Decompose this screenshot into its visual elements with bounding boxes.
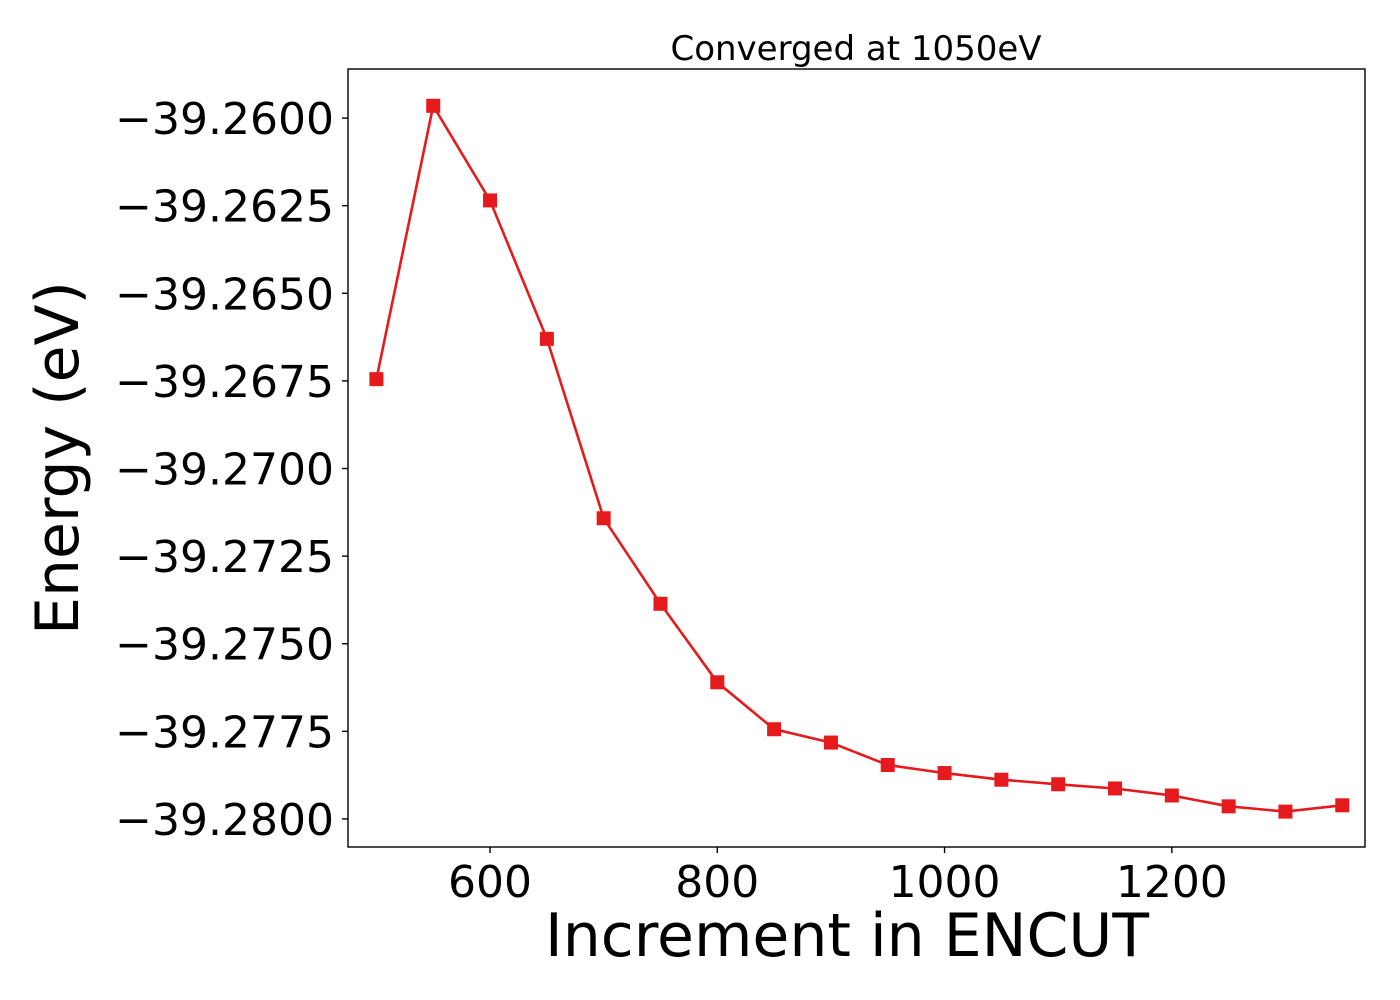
y-tick-label: −39.2650 (115, 269, 334, 320)
data-point (1051, 777, 1066, 792)
x-axis: 600 800 1000 1200 (448, 847, 1228, 908)
x-axis-label: Increment in ENCUT (545, 901, 1149, 971)
y-tick-label: −39.2800 (115, 795, 334, 846)
data-point (1278, 804, 1293, 819)
series-line (375, 102, 1343, 813)
data-point (653, 596, 668, 611)
y-tick-label: −39.2750 (115, 620, 334, 671)
data-point (1335, 798, 1350, 813)
data-point (596, 511, 611, 526)
x-tick-label: 800 (675, 857, 759, 908)
data-point (483, 193, 498, 208)
y-tick-label: −39.2675 (115, 357, 334, 408)
data-point (539, 331, 554, 346)
y-tick-label: −39.2700 (115, 445, 334, 496)
data-point (369, 372, 384, 387)
data-point (1164, 788, 1179, 803)
y-axis-label: Energy (eV) (23, 281, 93, 635)
data-point (880, 757, 895, 772)
y-tick-label: −39.2600 (115, 94, 334, 145)
x-tick-label: 1000 (889, 857, 1001, 908)
y-tick-label: −39.2775 (115, 707, 334, 758)
data-point (823, 735, 838, 750)
x-tick-label: 600 (448, 857, 532, 908)
y-axis: −39.2600 −39.2625 −39.2650 −39.2675 −39.2700… (115, 94, 348, 846)
data-point (994, 772, 1009, 787)
y-tick-label: −39.2625 (115, 182, 334, 233)
data-point (1221, 799, 1236, 814)
data-point (767, 722, 782, 737)
chart-title: Converged at 1050eV (670, 29, 1041, 69)
data-point (710, 675, 725, 690)
x-tick-label: 1200 (1116, 857, 1228, 908)
data-point (1108, 781, 1123, 796)
plot-area-frame (347, 68, 1366, 848)
y-tick-label: −39.2725 (115, 532, 334, 583)
data-point (426, 98, 441, 113)
data-point (937, 766, 952, 781)
series-layer (369, 98, 1350, 819)
